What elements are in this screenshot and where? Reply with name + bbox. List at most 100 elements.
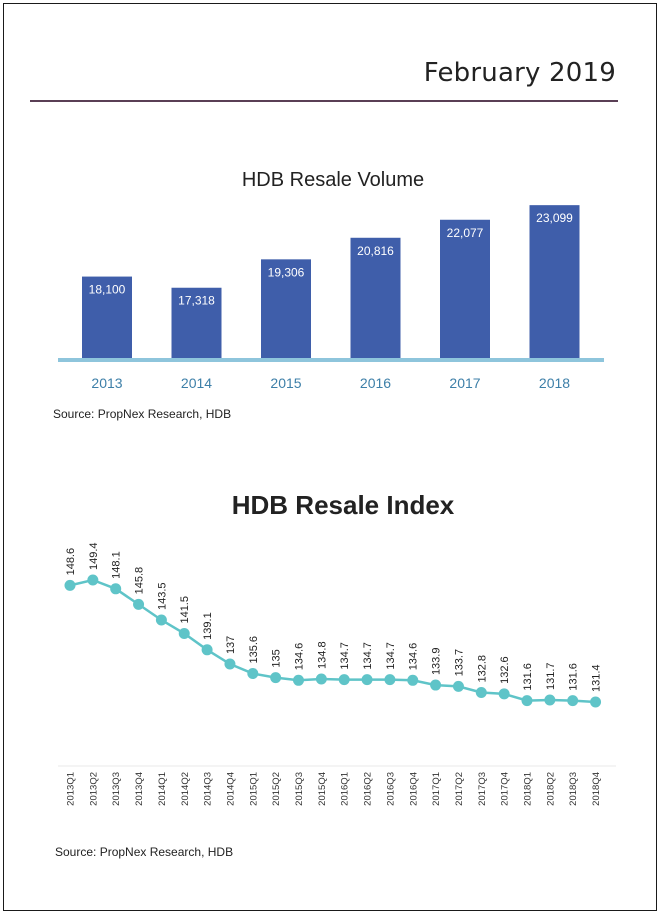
report-date: February 2019 [423,58,616,88]
index-point-2014Q3 [201,644,213,656]
index-value-label: 148.1 [111,551,123,579]
index-point-2017Q4 [498,688,510,700]
index-value-label: 134.7 [339,642,351,670]
x-tick-label: 2016Q2 [363,772,374,806]
index-point-2018Q1 [521,695,533,707]
x-tick-label: 2014Q3 [203,772,214,806]
x-tick-label: 2017Q3 [477,772,488,806]
x-tick-label: 2013 [91,375,122,391]
index-value-label: 133.9 [431,648,443,676]
resale-volume-bars: 18,100 17,318 19,306 20,816 22,077 23,099 [82,205,580,358]
x-tick-label: 2014Q2 [180,772,191,806]
x-tick-label: 2018 [539,375,570,391]
index-point-2016Q4 [407,674,419,686]
bar-2018 [529,205,580,358]
bar-value-label: 20,816 [357,244,394,258]
index-point-2017Q1 [430,679,442,691]
x-tick-label: 2017Q1 [431,772,442,806]
x-tick-label: 2018Q4 [591,772,602,806]
index-value-label: 133.7 [453,649,465,677]
index-point-2015Q1 [247,668,259,680]
index-value-label: 139.1 [202,612,214,640]
index-value-label: 135.6 [248,636,260,664]
bar-2013 [82,276,132,358]
x-tick-label: 2014Q4 [225,772,236,806]
resale-volume-chart: HDB Resale Volume 18,100 17,318 19,306 20,8… [53,169,604,421]
index-value-label: 131.4 [591,664,603,692]
index-point-2014Q4 [224,658,236,670]
index-point-2018Q2 [544,694,556,706]
x-tick-label: 2018Q1 [523,772,534,806]
resale-index-value-labels: 148.6 149.4 148.1 145.8 143.5 141.5 139.1 137 13… [65,542,603,692]
x-tick-label: 2017Q4 [500,772,511,806]
x-tick-label: 2015Q2 [271,772,282,806]
index-point-2016Q3 [384,674,396,686]
x-tick-label: 2015Q4 [317,772,328,806]
index-value-label: 137 [225,636,237,654]
x-tick-label: 2013Q2 [88,772,99,806]
index-point-2018Q4 [590,696,602,708]
x-tick-label: 2014Q1 [157,772,168,806]
resale-index-chart: HDB Resale Index 148.6 149.4 148.1 145.8 143… [55,490,616,859]
report-page [3,3,657,911]
header-divider [30,100,618,102]
index-point-2016Q1 [338,674,350,686]
index-value-label: 145.8 [134,567,146,595]
x-tick-label: 2015Q3 [294,772,305,806]
resale-index-points [64,574,602,708]
index-point-2013Q1 [64,579,76,591]
resale-volume-baseline [58,358,604,362]
index-value-label: 134.7 [362,642,374,670]
index-point-2017Q3 [475,687,487,699]
bar-value-label: 17,318 [178,294,215,308]
x-tick-label: 2013Q4 [134,772,145,806]
index-value-label: 131.6 [522,663,534,691]
x-tick-label: 2015 [270,375,301,391]
x-tick-label: 2017 [449,375,480,391]
bar-2015 [261,259,311,358]
bar-2016 [350,237,401,358]
x-tick-label: 2016Q3 [385,772,396,806]
bar-2017 [440,219,490,358]
index-point-2014Q1 [155,614,167,626]
index-value-label: 131.7 [545,662,557,690]
index-value-label: 148.6 [65,548,77,576]
index-value-label: 134.6 [294,643,306,671]
index-value-label: 134.6 [408,643,420,671]
index-point-2015Q4 [315,673,327,685]
index-value-label: 149.4 [88,542,100,570]
bar-value-label: 19,306 [268,265,305,279]
x-tick-label: 2013Q1 [66,772,77,806]
x-tick-label: 2014 [181,375,212,391]
bar-value-label: 18,100 [89,283,126,297]
resale-index-title: HDB Resale Index [232,490,455,520]
x-tick-label: 2016Q1 [340,772,351,806]
index-value-label: 135 [271,649,283,667]
bar-value-label: 23,099 [536,211,573,225]
resale-volume-source: Source: PropNex Research, HDB [53,407,231,421]
x-tick-label: 2016Q4 [408,772,419,806]
index-point-2018Q3 [567,695,579,707]
index-value-label: 132.8 [476,655,488,683]
index-point-2013Q4 [133,598,145,610]
resale-volume-x-axis: 2013 2014 2015 2016 2017 2018 [91,375,570,391]
resale-volume-title: HDB Resale Volume [242,169,424,191]
index-point-2013Q2 [87,574,99,586]
index-value-label: 131.6 [568,663,580,691]
index-value-label: 141.5 [179,596,191,624]
index-point-2015Q2 [270,672,282,684]
x-tick-label: 2017Q2 [454,772,465,806]
index-value-label: 132.6 [499,656,511,684]
bar-value-label: 22,077 [447,226,484,240]
x-tick-label: 2013Q3 [111,772,122,806]
index-value-label: 134.7 [385,642,397,670]
x-tick-label: 2018Q2 [545,772,556,806]
index-value-label: 143.5 [156,582,168,610]
bar-2014 [171,287,222,358]
x-tick-label: 2018Q3 [568,772,579,806]
index-point-2016Q2 [361,674,373,686]
resale-index-source: Source: PropNex Research, HDB [55,845,233,859]
x-tick-label: 2015Q1 [248,772,259,806]
x-tick-label: 2016 [360,375,391,391]
